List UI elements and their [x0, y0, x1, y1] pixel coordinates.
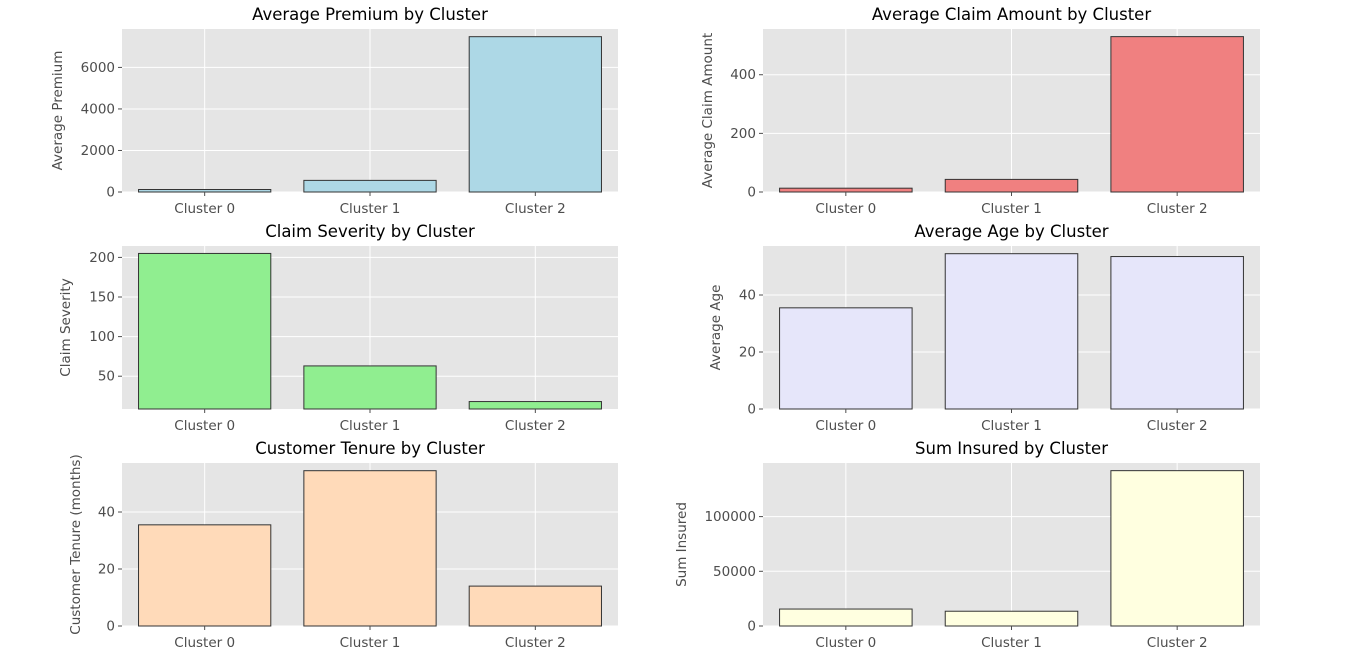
- y-tick-label: 40: [739, 288, 756, 304]
- y-tick-label: 0: [747, 402, 756, 418]
- bar-cluster-2: [1110, 36, 1244, 193]
- bar-cluster-0: [779, 608, 913, 627]
- bar-cluster-0: [138, 252, 272, 410]
- y-tick-label: 40: [98, 505, 115, 521]
- y-tick-label: 6000: [81, 60, 115, 76]
- y-tick-label: 100000: [704, 509, 756, 525]
- y-tick-label: 0: [106, 185, 115, 201]
- y-tick-label: 0: [747, 619, 756, 635]
- bar-cluster-2: [1110, 256, 1244, 410]
- x-tick-label: Cluster 0: [815, 201, 876, 217]
- y-tick-label: 2000: [81, 143, 115, 159]
- bar-cluster-0: [138, 189, 272, 193]
- x-tick-label: Cluster 0: [815, 418, 876, 434]
- x-tick-label: Cluster 2: [1147, 201, 1208, 217]
- y-axis-label: Claim Severity: [58, 278, 74, 376]
- bar-cluster-1: [944, 253, 1079, 410]
- y-tick-label: 0: [106, 619, 115, 635]
- x-tick-label: Cluster 2: [505, 635, 566, 651]
- chart-title: Average Premium by Cluster: [252, 5, 488, 24]
- chart-panel-1: 0 200 400 Cluster 0 Cluster 1 Cluster 2 Averag…: [700, 5, 1260, 217]
- x-tick-label: Cluster 2: [505, 201, 566, 217]
- bar-cluster-2: [468, 585, 602, 627]
- chart-panel-2: 50 100 150 200 Cluster 0 Cluster 1 Cluster 2 Cl…: [58, 222, 618, 434]
- bar-cluster-2: [1110, 470, 1244, 627]
- y-tick-label: 20: [98, 562, 115, 578]
- x-tick-label: Cluster 0: [815, 635, 876, 651]
- x-tick-label: Cluster 1: [981, 635, 1042, 651]
- y-tick-label: 200: [89, 250, 115, 266]
- y-tick-label: 20: [739, 345, 756, 361]
- x-tick-label: Cluster 2: [1147, 418, 1208, 434]
- chart-panel-3: 0 20 40 Cluster 0 Cluster 1 Cluster 2 Average …: [708, 222, 1260, 434]
- x-tick-label: Cluster 2: [505, 418, 566, 434]
- x-tick-label: Cluster 0: [174, 418, 235, 434]
- chart-title: Sum Insured by Cluster: [915, 439, 1108, 458]
- chart-panel-0: 0 2000 4000 6000 Cluster 0 Cluster 1 Cluster 2…: [50, 5, 618, 217]
- bar-cluster-1: [303, 365, 437, 410]
- x-tick-label: Cluster 0: [174, 635, 235, 651]
- chart-panel-4: 0 20 40 Cluster 0 Cluster 1 Cluster 2 Customer…: [68, 439, 618, 651]
- x-tick-label: Cluster 1: [981, 418, 1042, 434]
- x-tick-label: Cluster 1: [340, 201, 401, 217]
- y-axis-label: Customer Tenure (months): [68, 454, 84, 634]
- bar-cluster-1: [303, 470, 437, 627]
- y-tick-label: 50: [98, 369, 115, 385]
- y-axis-label: Average Claim Amount: [700, 33, 716, 188]
- chart-panel-5: 0 50000 100000 Cluster 0 Cluster 1 Cluster 2 S…: [674, 439, 1260, 651]
- chart-title: Average Claim Amount by Cluster: [872, 5, 1151, 24]
- bar-cluster-1: [944, 178, 1079, 193]
- bar-cluster-1: [303, 179, 437, 193]
- bar-cluster-2: [468, 401, 602, 410]
- chart-title: Average Age by Cluster: [914, 222, 1108, 241]
- y-tick-label: 150: [89, 290, 115, 306]
- y-axis-label: Average Age: [708, 285, 724, 371]
- bar-cluster-0: [779, 187, 913, 193]
- y-tick-label: 0: [747, 185, 756, 201]
- x-tick-label: Cluster 0: [174, 201, 235, 217]
- x-tick-label: Cluster 2: [1147, 635, 1208, 651]
- y-axis-label: Average Premium: [50, 51, 66, 171]
- bar-cluster-0: [779, 307, 913, 410]
- chart-title: Customer Tenure by Cluster: [255, 439, 485, 458]
- y-tick-label: 4000: [81, 101, 115, 117]
- x-tick-label: Cluster 1: [340, 418, 401, 434]
- y-tick-label: 50000: [713, 564, 756, 580]
- bar-cluster-0: [138, 524, 272, 627]
- x-tick-label: Cluster 1: [981, 201, 1042, 217]
- bar-cluster-1: [944, 610, 1079, 627]
- y-tick-label: 400: [730, 67, 756, 83]
- x-tick-label: Cluster 1: [340, 635, 401, 651]
- bar-cluster-2: [468, 36, 602, 193]
- y-tick-label: 200: [730, 126, 756, 142]
- y-tick-label: 100: [89, 329, 115, 345]
- chart-title: Claim Severity by Cluster: [265, 222, 475, 241]
- y-axis-label: Sum Insured: [674, 502, 690, 587]
